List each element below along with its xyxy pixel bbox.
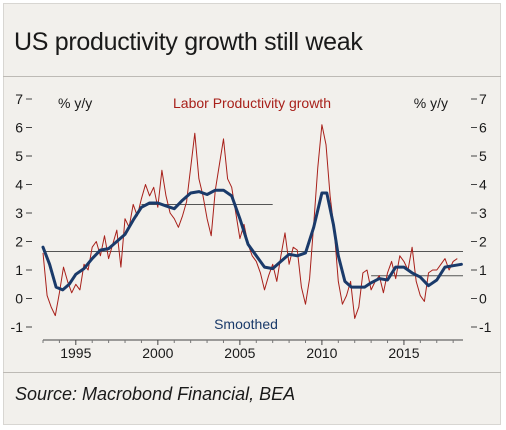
chart-panel — [3, 3, 501, 425]
y-tick-label-right: 3 — [479, 205, 487, 221]
y-tick-label-left: 2 — [15, 234, 23, 250]
series-lines — [41, 124, 463, 319]
y-tick-label-right: 2 — [479, 234, 487, 250]
x-tick-label: 1995 — [60, 345, 91, 361]
y-unit-right: % y/y — [414, 95, 448, 111]
source-divider — [3, 372, 501, 373]
y-tick-label-left: 1 — [15, 262, 23, 278]
y-tick-label-left: 6 — [15, 120, 23, 136]
y-tick-label-right: 0 — [479, 291, 487, 307]
y-tick-label-right: -1 — [479, 319, 492, 335]
y-tick-label-left: 5 — [15, 148, 23, 164]
y-tick-label-right: 4 — [479, 177, 487, 193]
y-tick-label-left: 0 — [15, 291, 23, 307]
series-label-smoothed: Smoothed — [214, 316, 278, 332]
y-tick-label-left: 7 — [15, 91, 23, 107]
y-tick-label-left: 4 — [15, 177, 23, 193]
y-tick-label-left: 3 — [15, 205, 23, 221]
title-divider — [3, 76, 501, 77]
x-tick-label: 2000 — [142, 345, 173, 361]
chart-labels: % y/y % y/y Labor Productivity growth Sm… — [58, 95, 448, 332]
page-title: US productivity growth still weak — [14, 28, 363, 56]
series-line-labor-productivity — [42, 124, 458, 319]
y-tick-label-right: 7 — [479, 91, 487, 107]
series-label-raw: Labor Productivity growth — [173, 95, 331, 111]
chart-axes: -1 -1 0 0 1 1 2 2 3 3 4 4 5 5 6 6 7 7 1995 2000 2005 2010 2015 — [11, 91, 492, 361]
x-tick-label: 2015 — [388, 345, 419, 361]
y-tick-label-right: 5 — [479, 148, 487, 164]
y-tick-label-left: -1 — [11, 319, 24, 335]
x-tick-label: 2010 — [306, 345, 337, 361]
y-tick-label-right: 6 — [479, 120, 487, 136]
trend-lines — [43, 203, 463, 277]
source-note: Source: Macrobond Financial, BEA — [15, 384, 296, 404]
x-tick-label: 2005 — [224, 345, 255, 361]
y-tick-label-right: 1 — [479, 262, 487, 278]
y-unit-left: % y/y — [58, 95, 92, 111]
series-line-smoothed — [41, 188, 463, 292]
